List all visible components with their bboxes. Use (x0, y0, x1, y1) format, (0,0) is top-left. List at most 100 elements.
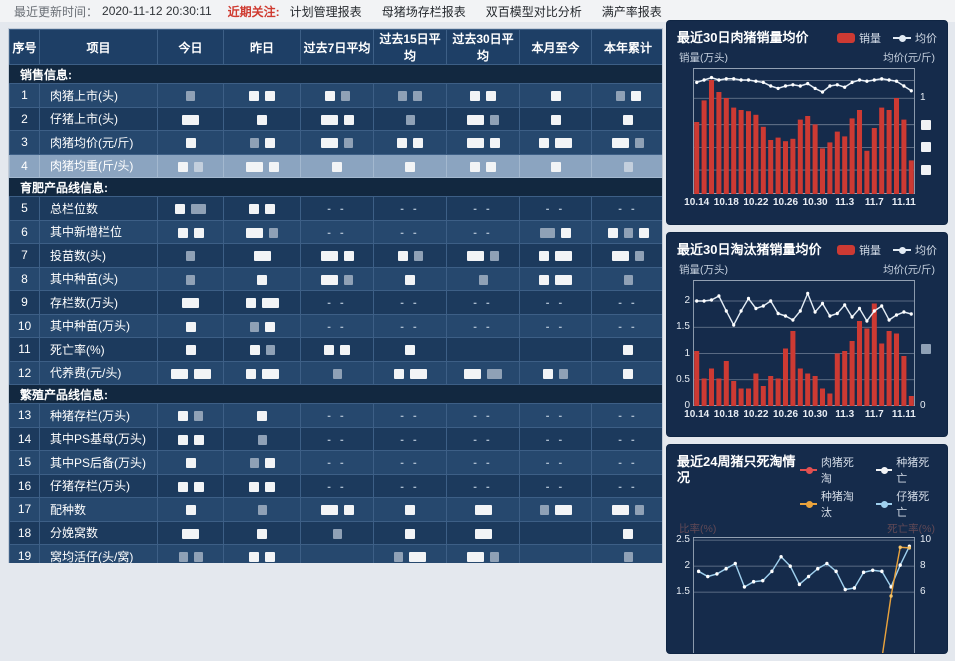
table-row-1[interactable]: 1 肉猪上市(头) (9, 83, 662, 108)
table-row-4[interactable]: 4 肉猪均重(斤/头) (9, 153, 662, 178)
chart2-legend-price[interactable]: 均价 (893, 242, 937, 258)
row-number: 6 (9, 219, 40, 244)
no-data-dashes: - - (327, 457, 347, 470)
redacted-value-block (249, 458, 259, 469)
table-row-14[interactable]: 14 其中PS基母(万头) - - - - - - - - - - (9, 426, 662, 451)
chart3-legend-3[interactable]: 仔猪死亡 (875, 488, 937, 520)
redacted-value-block (332, 161, 342, 172)
data-cell (223, 426, 301, 451)
redacted-value-block (249, 138, 259, 149)
row-number: 15 (9, 450, 40, 475)
legend-label: 种猪淘汰 (820, 491, 854, 519)
redacted-value-block (249, 481, 259, 492)
table-row-6[interactable]: 6 其中新增栏位 - - - - - - (9, 219, 662, 244)
redacted-value-block (177, 227, 188, 238)
data-cell: - - (591, 196, 662, 221)
data-cell (157, 313, 224, 338)
chart1-legend-sales[interactable]: 销量 (837, 30, 881, 46)
redacted-value-block (253, 251, 271, 262)
data-cell (223, 403, 301, 428)
redacted-value-block (550, 161, 561, 172)
redacted-value-block (623, 274, 633, 285)
table-row-16[interactable]: 16 仔猪存栏(万头) - - - - - - - - - - (9, 473, 662, 498)
data-cell: - - (373, 313, 447, 338)
table-row-9[interactable]: 9 存栏数(万头) - - - - - - - - - - (9, 290, 662, 315)
table-row-3[interactable]: 3 肉猪均价(元/斤) (9, 130, 662, 155)
table-row-8[interactable]: 8 其中种苗(头) (9, 266, 662, 291)
data-cell (446, 130, 520, 155)
axis-tick-label: 1 (920, 92, 926, 104)
redacted-value-block (413, 91, 422, 102)
nav-link-2[interactable]: 双百模型对比分析 (485, 4, 582, 19)
redacted-value-block (540, 227, 555, 238)
chart2-legend-sales[interactable]: 销量 (837, 242, 881, 258)
nav-link-3[interactable]: 满产率报表 (601, 4, 662, 19)
row-number: 18 (9, 520, 40, 545)
chart3-legend-1[interactable]: 种猪死亡 (875, 454, 937, 486)
axis-tick-label: 1.5 (676, 321, 690, 333)
item-name: 分娩窝数 (39, 520, 158, 545)
data-cell (300, 544, 374, 563)
updated-label: 最近更新时间： (14, 4, 99, 19)
no-data-dashes: - - (545, 320, 566, 333)
table-row-15[interactable]: 15 其中PS后备(万头) - - - - - - - - - - (9, 450, 662, 475)
data-cell (446, 497, 520, 522)
redacted-value-block (182, 528, 199, 539)
no-data-dashes: - - (545, 297, 566, 310)
redacted-value-block (257, 528, 267, 539)
data-cell (591, 219, 662, 244)
table-row-11[interactable]: 11 死亡率(%) (9, 337, 662, 362)
no-data-dashes: - - (400, 320, 420, 333)
no-data-dashes: - - (618, 320, 638, 333)
x-tick-label: 11.3 (835, 197, 855, 208)
redacted-value-block (470, 161, 480, 172)
redacted-value-block (249, 345, 260, 356)
redacted-value-block (264, 321, 275, 332)
redacted-value-block (265, 345, 275, 356)
no-data-dashes: - - (327, 480, 347, 493)
chart3-legend-2[interactable]: 种猪淘汰 (800, 488, 861, 520)
table-row-10[interactable]: 10 其中种苗(万头) - - - - - - - - - - (9, 313, 662, 338)
table-row-5[interactable]: 5 总栏位数 - - - - - - - - - - (9, 196, 662, 221)
table-row-12[interactable]: 12 代养费(元/头) (9, 360, 662, 385)
table-row-17[interactable]: 17 配种数 (9, 497, 662, 522)
redacted-value-block (265, 552, 275, 563)
table-row-18[interactable]: 18 分娩窝数 (9, 520, 662, 545)
table-row-13[interactable]: 13 种猪存栏(万头) - - - - - - - - - - (9, 403, 662, 428)
data-cell (157, 130, 224, 155)
data-cell (373, 337, 447, 362)
data-cell (157, 83, 224, 108)
no-data-dashes: - - (473, 297, 493, 310)
chart3-ylabel-right: 死亡率(%) (887, 523, 935, 535)
table-header-cell: 今日 (157, 29, 224, 65)
chart1-legend-price[interactable]: 均价 (893, 30, 937, 46)
table-row-2[interactable]: 2 仔猪上市(头) (9, 106, 662, 131)
data-cell (157, 196, 224, 221)
row-number: 9 (9, 290, 40, 315)
chart3-legend-0[interactable]: 肉猪死淘 (800, 454, 861, 486)
data-cell: - - (373, 219, 447, 244)
row-number: 2 (9, 106, 40, 131)
table-header-cell: 项目 (39, 29, 158, 65)
nav-link-0[interactable]: 计划管理报表 (289, 4, 362, 19)
redacted-value-block (623, 368, 633, 379)
data-cell (157, 497, 224, 522)
data-cell: - - (591, 426, 662, 451)
line-swatch-icon (875, 500, 893, 508)
table-row-19[interactable]: 19 窝均活仔(头/窝) (9, 544, 662, 563)
nav-link-1[interactable]: 母猪场存栏报表 (381, 4, 466, 19)
table-row-7[interactable]: 7 投苗数(头) (9, 243, 662, 268)
x-tick-label: 10.18 (713, 409, 739, 420)
x-tick-label: 10.14 (684, 409, 710, 420)
data-cell: - - (300, 403, 374, 428)
data-cell (519, 153, 592, 178)
redacted-value-block (193, 227, 204, 238)
data-cell: - - (300, 313, 374, 338)
redacted-tick-block (921, 344, 931, 355)
redacted-value-block (489, 138, 500, 149)
redacted-value-block (257, 411, 267, 422)
redacted-value-block (467, 114, 484, 125)
data-cell: - - (446, 196, 520, 221)
row-number: 7 (9, 243, 40, 268)
no-data-dashes: - - (545, 203, 566, 216)
